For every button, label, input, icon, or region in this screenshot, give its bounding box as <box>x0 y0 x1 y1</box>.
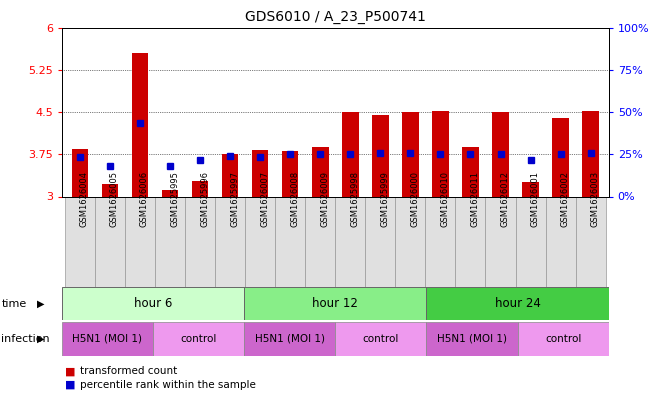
Text: H5N1 (MOI 1): H5N1 (MOI 1) <box>255 334 325 344</box>
Bar <box>155 196 185 287</box>
Bar <box>365 196 395 287</box>
Text: control: control <box>180 334 217 344</box>
Bar <box>518 322 609 356</box>
Bar <box>192 181 208 196</box>
Text: GSM1626008: GSM1626008 <box>290 171 299 227</box>
Text: GSM1625998: GSM1625998 <box>350 171 359 227</box>
Bar <box>372 115 389 196</box>
Bar <box>102 184 118 196</box>
Bar <box>425 196 456 287</box>
Bar <box>575 196 605 287</box>
Bar <box>161 190 178 196</box>
Bar <box>583 111 599 196</box>
Text: GSM1626007: GSM1626007 <box>260 171 269 227</box>
Bar <box>252 150 268 196</box>
Text: ■: ■ <box>65 366 76 376</box>
Text: GSM1626005: GSM1626005 <box>110 171 119 227</box>
Bar <box>456 196 486 287</box>
Bar <box>215 196 245 287</box>
Text: GSM1625996: GSM1625996 <box>200 171 209 227</box>
Bar <box>402 112 419 196</box>
Bar <box>95 196 125 287</box>
Text: GSM1626000: GSM1626000 <box>410 171 419 227</box>
Text: ■: ■ <box>65 380 76 390</box>
Text: GSM1625995: GSM1625995 <box>170 171 179 227</box>
Text: GSM1626010: GSM1626010 <box>441 171 449 227</box>
Text: percentile rank within the sample: percentile rank within the sample <box>80 380 256 390</box>
Text: GSM1626012: GSM1626012 <box>501 171 510 227</box>
Bar <box>552 118 569 196</box>
Bar <box>244 287 426 320</box>
Text: ▶: ▶ <box>37 299 45 309</box>
Text: transformed count: transformed count <box>80 366 177 376</box>
Bar <box>335 322 426 356</box>
Bar <box>312 147 329 196</box>
Text: GDS6010 / A_23_P500741: GDS6010 / A_23_P500741 <box>245 10 426 24</box>
Bar <box>275 196 305 287</box>
Bar <box>185 196 215 287</box>
Bar <box>432 111 449 196</box>
Bar <box>395 196 425 287</box>
Text: infection: infection <box>1 334 50 344</box>
Text: GSM1626003: GSM1626003 <box>590 171 600 227</box>
Text: H5N1 (MOI 1): H5N1 (MOI 1) <box>437 334 507 344</box>
Text: GSM1626004: GSM1626004 <box>80 171 89 227</box>
Text: control: control <box>545 334 581 344</box>
Text: hour 24: hour 24 <box>495 297 540 310</box>
Bar <box>305 196 335 287</box>
Bar <box>335 196 365 287</box>
Bar <box>62 287 244 320</box>
Bar <box>426 287 609 320</box>
Bar <box>426 322 518 356</box>
Bar <box>62 322 153 356</box>
Text: GSM1626006: GSM1626006 <box>140 171 149 227</box>
Bar <box>72 149 88 196</box>
Bar <box>245 196 275 287</box>
Bar <box>492 112 509 196</box>
Bar <box>222 154 238 196</box>
Text: GSM1626002: GSM1626002 <box>561 171 570 227</box>
Text: hour 6: hour 6 <box>134 297 172 310</box>
Bar <box>125 196 155 287</box>
Bar <box>546 196 575 287</box>
Text: GSM1626011: GSM1626011 <box>471 171 480 227</box>
Bar <box>486 196 516 287</box>
Bar <box>65 196 95 287</box>
Bar <box>132 53 148 196</box>
Text: hour 12: hour 12 <box>312 297 358 310</box>
Text: GSM1626009: GSM1626009 <box>320 171 329 227</box>
Bar <box>342 112 359 196</box>
Text: time: time <box>1 299 27 309</box>
Text: ▶: ▶ <box>37 334 45 344</box>
Text: H5N1 (MOI 1): H5N1 (MOI 1) <box>72 334 143 344</box>
Bar <box>244 322 335 356</box>
Text: GSM1625997: GSM1625997 <box>230 171 239 227</box>
Bar <box>153 322 244 356</box>
Bar <box>462 147 478 196</box>
Bar <box>282 151 298 196</box>
Text: GSM1625999: GSM1625999 <box>380 171 389 227</box>
Text: GSM1626001: GSM1626001 <box>531 171 540 227</box>
Text: control: control <box>363 334 399 344</box>
Bar <box>522 182 539 196</box>
Bar <box>516 196 546 287</box>
